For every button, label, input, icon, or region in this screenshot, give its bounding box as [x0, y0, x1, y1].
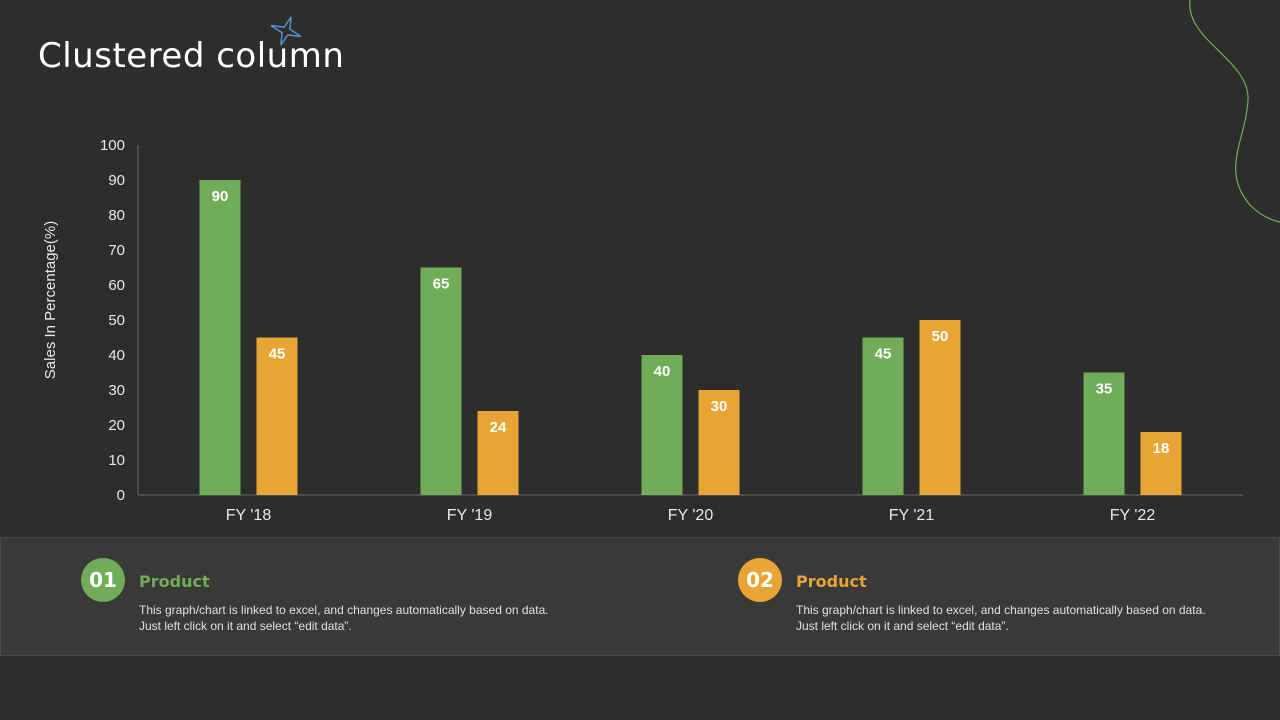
bar — [862, 337, 904, 495]
y-tick-label: 10 — [108, 452, 125, 469]
bar-value-label: 35 — [1096, 381, 1113, 398]
bar-value-label: 30 — [711, 398, 728, 415]
bar-value-label: 90 — [212, 188, 229, 205]
bar-value-label: 45 — [875, 346, 892, 363]
legend-item-description: This graph/chart is linked to excel, and… — [796, 603, 1206, 633]
x-tick-label: FY '19 — [447, 507, 493, 524]
bar-value-label: 40 — [654, 363, 671, 380]
bar — [1083, 372, 1125, 495]
x-tick-label: FY '20 — [668, 507, 714, 524]
bar — [199, 180, 241, 495]
bar-value-label: 24 — [490, 419, 507, 436]
y-tick-label: 0 — [117, 487, 125, 504]
decorative-curve — [1189, 0, 1280, 223]
y-tick-label: 50 — [108, 312, 125, 329]
y-tick-label: 20 — [108, 417, 125, 434]
bar — [919, 320, 961, 495]
legend-item-title: Product — [139, 572, 210, 591]
legend-item-description: This graph/chart is linked to excel, and… — [139, 603, 549, 633]
bar — [256, 337, 298, 495]
legend-panel: 01 Product This graph/chart is linked to… — [0, 537, 1280, 656]
bar-value-label: 45 — [269, 346, 286, 363]
bar — [1140, 432, 1182, 495]
badge-02: 02 — [738, 558, 782, 602]
page-title: Clustered column — [38, 36, 345, 76]
y-axis-label: Sales In Percentage(%) — [42, 221, 59, 379]
y-tick-label: 30 — [108, 382, 125, 399]
legend-item-title: Product — [796, 572, 867, 591]
y-tick-label: 90 — [108, 172, 125, 189]
y-tick-label: 70 — [108, 242, 125, 259]
bar — [698, 390, 740, 495]
y-tick-label: 40 — [108, 347, 125, 364]
y-tick-label: 80 — [108, 207, 125, 224]
bar-value-label: 65 — [433, 276, 450, 293]
bar — [477, 411, 519, 495]
clustered-column-chart: 0 10 20 30 40 50 60 70 80 90 100 Sales In Percentag… — [42, 137, 1243, 524]
badge-01: 01 — [81, 558, 125, 602]
x-tick-label: FY '18 — [226, 507, 272, 524]
x-tick-label: FY '22 — [1110, 507, 1156, 524]
y-tick-label: 100 — [100, 137, 125, 154]
x-tick-label: FY '21 — [889, 507, 935, 524]
y-tick-label: 60 — [108, 277, 125, 294]
bar-value-label: 50 — [932, 328, 949, 345]
bar — [420, 267, 462, 495]
sparkle-icon — [270, 16, 302, 46]
bar-value-label: 18 — [1153, 440, 1170, 457]
bar — [641, 355, 683, 495]
